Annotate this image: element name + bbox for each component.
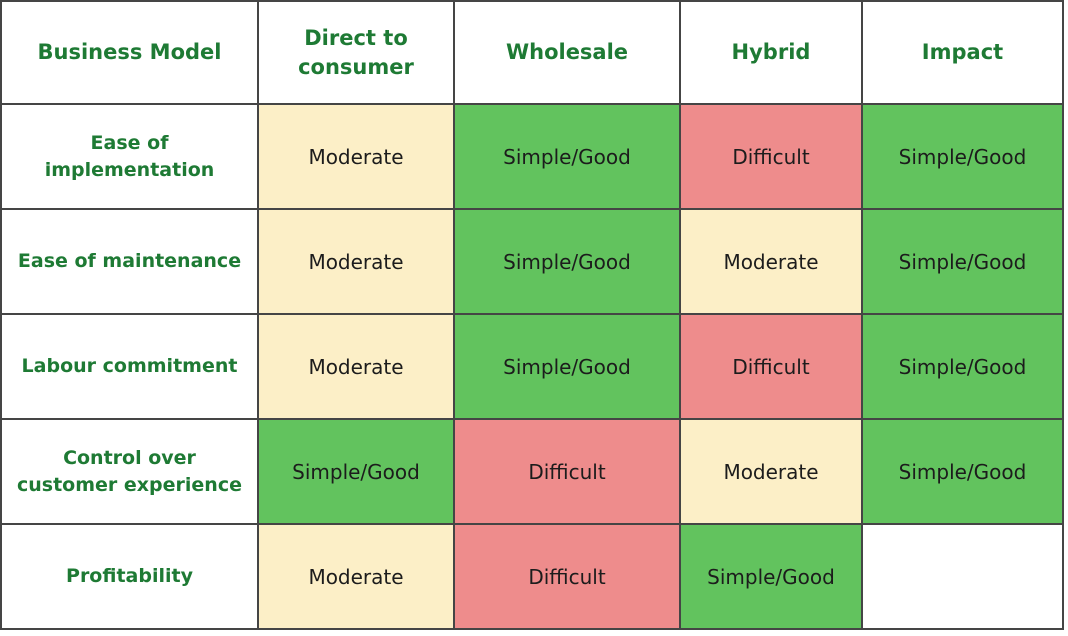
row-label: Profitability — [0, 523, 259, 630]
table-row-control-over-customer-experience: Control over customer experience Simple/… — [0, 418, 1064, 525]
matrix-cell: Moderate — [257, 103, 455, 210]
table-row-labour-commitment: Labour commitment Moderate Simple/Good D… — [0, 313, 1064, 420]
row-label: Control over customer experience — [0, 418, 259, 525]
matrix-cell: Difficult — [453, 418, 681, 525]
matrix-cell — [861, 523, 1064, 630]
table-body: Ease of implementation Moderate Simple/G… — [0, 103, 1064, 630]
table-header: Business Model Direct to consumer Wholes… — [0, 0, 1064, 105]
matrix-cell: Simple/Good — [861, 418, 1064, 525]
row-label: Ease of maintenance — [0, 208, 259, 315]
matrix-cell: Simple/Good — [679, 523, 863, 630]
row-label: Ease of implementation — [0, 103, 259, 210]
matrix-cell: Simple/Good — [453, 313, 681, 420]
matrix-cell: Moderate — [679, 418, 863, 525]
matrix-cell: Moderate — [257, 313, 455, 420]
matrix-cell: Difficult — [453, 523, 681, 630]
matrix-cell: Moderate — [257, 208, 455, 315]
table-row-ease-of-maintenance: Ease of maintenance Moderate Simple/Good… — [0, 208, 1064, 315]
header-cell-business-model: Business Model — [0, 0, 259, 105]
matrix-cell: Simple/Good — [453, 208, 681, 315]
header-cell-impact: Impact — [861, 0, 1064, 105]
table-row-ease-of-implementation: Ease of implementation Moderate Simple/G… — [0, 103, 1064, 210]
matrix-cell: Simple/Good — [453, 103, 681, 210]
table-row-profitability: Profitability Moderate Difficult Simple/… — [0, 523, 1064, 630]
row-label: Labour commitment — [0, 313, 259, 420]
matrix-cell: Difficult — [679, 103, 863, 210]
header-cell-wholesale: Wholesale — [453, 0, 681, 105]
matrix-cell: Simple/Good — [861, 208, 1064, 315]
header-cell-hybrid: Hybrid — [679, 0, 863, 105]
matrix-cell: Moderate — [257, 523, 455, 630]
header-row: Business Model Direct to consumer Wholes… — [0, 0, 1064, 105]
matrix-cell: Difficult — [679, 313, 863, 420]
matrix-cell: Simple/Good — [257, 418, 455, 525]
matrix-cell: Moderate — [679, 208, 863, 315]
header-cell-direct-to-consumer: Direct to consumer — [257, 0, 455, 105]
matrix-cell: Simple/Good — [861, 313, 1064, 420]
matrix-cell: Simple/Good — [861, 103, 1064, 210]
